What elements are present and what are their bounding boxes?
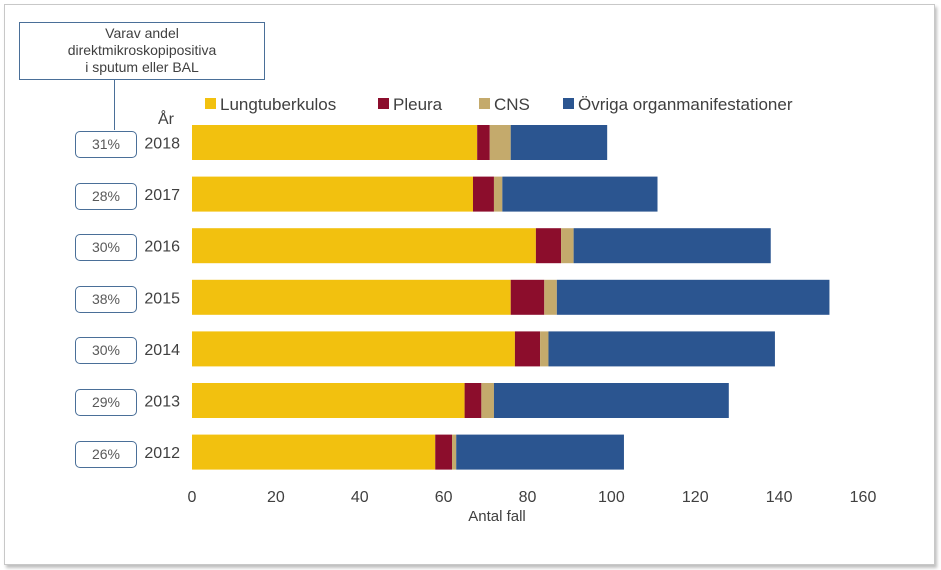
- percentage-box-2017: 28%: [75, 182, 137, 210]
- bar-2017-series-2: [493, 176, 503, 212]
- category-label-2018: 2018: [144, 136, 180, 153]
- annotation-callout: Varav andel direktmikroskopipositiva i s…: [19, 22, 265, 80]
- x-tick-label-20: 20: [267, 489, 285, 506]
- legend-swatch-0: [205, 98, 216, 109]
- annotation-line-2: direktmikroskopipositiva: [67, 42, 217, 58]
- percentage-box-2013: 29%: [75, 389, 137, 416]
- x-tick-label-100: 100: [598, 489, 625, 506]
- x-axis-label: Antal fall: [468, 508, 526, 525]
- x-tick-label-140: 140: [766, 489, 793, 506]
- category-label-2017: 2017: [144, 187, 180, 204]
- bar-2016-series-0: [192, 228, 536, 264]
- bar-2013-series-2: [481, 383, 494, 418]
- x-tick-label-120: 120: [682, 489, 709, 506]
- bar-2014-series-1: [514, 331, 541, 367]
- bar-2012-series-1: [435, 434, 453, 470]
- bar-2012-series-3: [456, 434, 624, 470]
- bar-2015-series-3: [556, 279, 830, 315]
- annotation-line-1: Varav andel: [105, 25, 179, 41]
- bar-2016-series-1: [535, 228, 562, 264]
- x-tick-label-80: 80: [519, 489, 537, 506]
- bar-2013-series-1: [464, 383, 482, 418]
- category-label-2016: 2016: [144, 239, 180, 256]
- category-label-2012: 2012: [144, 445, 180, 462]
- percentage-box-2015: 38%: [75, 285, 137, 313]
- bar-2017-series-3: [502, 176, 658, 212]
- bar-2017-series-1: [472, 176, 494, 212]
- percentage-box-2012: 26%: [75, 440, 137, 468]
- bar-2013-series-0: [192, 383, 465, 418]
- bar-2014-series-3: [548, 331, 775, 367]
- bar-2015-series-2: [544, 279, 557, 315]
- bar-2018-series-1: [477, 125, 490, 160]
- annotation-connector: [114, 80, 115, 130]
- bar-2012-series-2: [452, 434, 457, 470]
- bar-2012-series-0: [192, 434, 436, 470]
- bar-2014-series-0: [192, 331, 515, 367]
- x-tick-label-160: 160: [850, 489, 877, 506]
- legend-swatch-1: [378, 98, 389, 109]
- category-label-2014: 2014: [144, 342, 180, 359]
- bar-2017-series-0: [192, 176, 473, 212]
- percentage-box-2018: 31%: [75, 131, 137, 158]
- legend-label-1: Pleura: [393, 95, 443, 114]
- bar-2018-series-3: [510, 125, 608, 160]
- category-axis-label: År: [158, 109, 175, 128]
- x-tick-label-40: 40: [351, 489, 369, 506]
- percentage-box-2016: 30%: [75, 234, 137, 262]
- percentage-box-2014: 30%: [75, 337, 137, 365]
- bar-2016-series-3: [573, 228, 771, 264]
- bar-2018-series-0: [192, 125, 478, 160]
- legend-label-0: Lungtuberkulos: [220, 95, 336, 114]
- category-label-2015: 2015: [144, 290, 180, 307]
- legend-label-3: Övriga organmanifestationer: [578, 95, 793, 114]
- bar-2015-series-0: [192, 279, 511, 315]
- bar-2018-series-2: [489, 125, 511, 160]
- legend-swatch-2: [479, 98, 490, 109]
- bar-2013-series-3: [493, 383, 729, 418]
- annotation-line-3: i sputum eller BAL: [85, 59, 199, 75]
- bar-2014-series-2: [540, 331, 549, 367]
- bar-2016-series-2: [561, 228, 574, 264]
- x-tick-label-0: 0: [188, 489, 197, 506]
- x-tick-label-60: 60: [435, 489, 453, 506]
- bar-2015-series-1: [510, 279, 545, 315]
- legend-swatch-3: [563, 98, 574, 109]
- category-label-2013: 2013: [144, 394, 180, 411]
- legend-label-2: CNS: [494, 95, 530, 114]
